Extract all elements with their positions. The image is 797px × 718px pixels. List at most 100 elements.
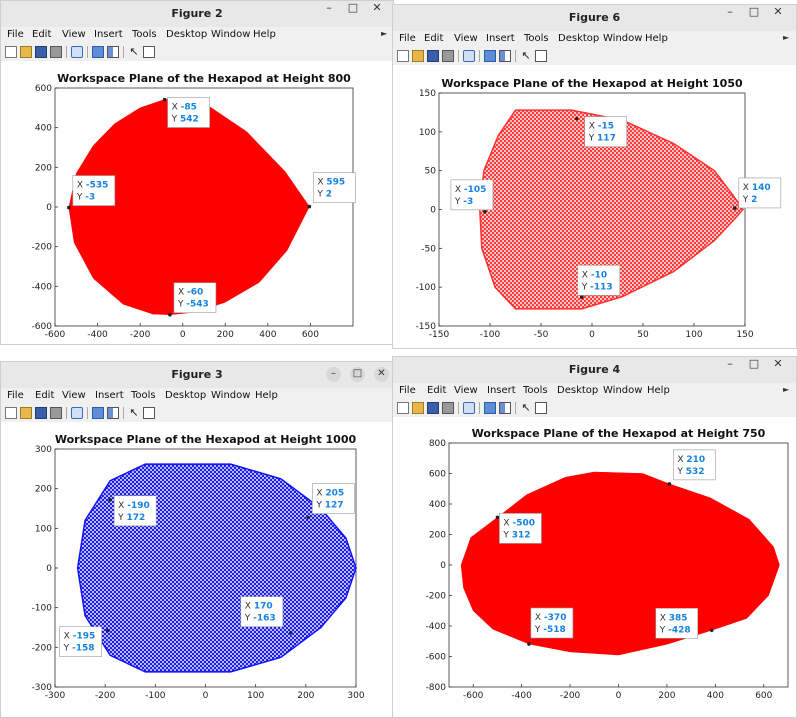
- maximize-button[interactable]: □: [347, 1, 359, 14]
- menu-file[interactable]: File: [7, 29, 24, 40]
- datatip-marker[interactable]: [580, 295, 584, 300]
- datatip[interactable]: X 205 Y 127: [306, 483, 355, 520]
- datatip-marker[interactable]: [527, 642, 531, 646]
- link-plot-icon[interactable]: [92, 407, 104, 419]
- menu-help[interactable]: Help: [253, 29, 276, 40]
- menu-file[interactable]: File: [7, 390, 24, 401]
- datatip-marker[interactable]: [307, 204, 312, 209]
- pointer-icon[interactable]: ↖: [129, 406, 139, 419]
- datatip[interactable]: X -85 Y 542: [162, 97, 210, 128]
- datatip[interactable]: X -10 Y -113: [577, 264, 621, 300]
- close-button[interactable]: ✕: [773, 357, 783, 370]
- menu-tools[interactable]: Tools: [132, 29, 157, 40]
- link-plot-icon[interactable]: [92, 46, 104, 58]
- legend-icon[interactable]: [535, 402, 547, 414]
- menu-tools[interactable]: Tools: [523, 385, 548, 396]
- menu-edit[interactable]: Edit: [32, 29, 52, 40]
- datatip[interactable]: X -500 Y 312: [495, 513, 542, 544]
- datatip[interactable]: X -195 Y -158: [59, 626, 110, 657]
- menu-tools[interactable]: Tools: [524, 33, 549, 44]
- datatip-marker[interactable]: [574, 116, 579, 121]
- pointer-icon[interactable]: ↖: [129, 45, 139, 58]
- maximize-button[interactable]: □: [350, 367, 365, 382]
- datatip-marker[interactable]: [709, 628, 714, 633]
- menu-view[interactable]: View: [454, 385, 478, 396]
- datatip[interactable]: X -105 Y -3: [450, 179, 494, 214]
- pointer-icon[interactable]: ↖: [521, 49, 531, 62]
- colorbar-icon[interactable]: [499, 50, 511, 62]
- new-figure-icon[interactable]: [397, 50, 409, 62]
- menu-help[interactable]: Help: [255, 390, 278, 401]
- datatip-marker[interactable]: [105, 628, 110, 633]
- zoom-icon[interactable]: [463, 402, 475, 414]
- close-button[interactable]: ✕: [773, 5, 783, 18]
- datatip[interactable]: X -190 Y 172: [108, 495, 157, 527]
- menu-expand-arrow-icon[interactable]: ►: [783, 385, 790, 394]
- datatip[interactable]: X 210 Y 532: [667, 449, 716, 486]
- menu-view[interactable]: View: [454, 33, 478, 44]
- menu-insert[interactable]: Insert: [486, 33, 515, 44]
- open-file-icon[interactable]: [412, 402, 424, 414]
- open-file-icon[interactable]: [20, 407, 32, 419]
- datatip[interactable]: X 385 Y -428: [655, 607, 714, 639]
- menu-view[interactable]: View: [62, 390, 86, 401]
- datatip-marker[interactable]: [483, 210, 487, 214]
- datatip[interactable]: X 595 Y 2: [307, 172, 356, 209]
- datatip-marker[interactable]: [495, 515, 500, 520]
- minimize-button[interactable]: –: [727, 357, 733, 370]
- datatip[interactable]: X -60 Y -543: [168, 282, 217, 317]
- menu-file[interactable]: File: [399, 385, 416, 396]
- close-button[interactable]: ✕: [374, 367, 389, 382]
- datatip[interactable]: X -15 Y 117: [574, 116, 627, 147]
- save-icon[interactable]: [35, 46, 47, 58]
- save-icon[interactable]: [427, 402, 439, 414]
- menu-expand-arrow-icon[interactable]: ►: [381, 29, 388, 38]
- link-plot-icon[interactable]: [484, 50, 496, 62]
- colorbar-icon[interactable]: [107, 407, 119, 419]
- menu-file[interactable]: File: [399, 33, 416, 44]
- menu-edit[interactable]: Edit: [427, 385, 447, 396]
- print-icon[interactable]: [442, 50, 454, 62]
- datatip-marker[interactable]: [67, 205, 71, 210]
- new-figure-icon[interactable]: [5, 407, 17, 419]
- pointer-icon[interactable]: ↖: [521, 401, 531, 414]
- print-icon[interactable]: [50, 407, 62, 419]
- save-icon[interactable]: [35, 407, 47, 419]
- datatip-marker[interactable]: [162, 97, 167, 102]
- menu-desktop[interactable]: Desktop: [558, 33, 600, 44]
- open-file-icon[interactable]: [412, 50, 424, 62]
- minimize-button[interactable]: –: [326, 1, 332, 14]
- zoom-icon[interactable]: [71, 46, 83, 58]
- new-figure-icon[interactable]: [5, 46, 17, 58]
- menu-edit[interactable]: Edit: [35, 390, 55, 401]
- menu-window[interactable]: Window: [211, 29, 251, 40]
- menu-insert[interactable]: Insert: [94, 29, 123, 40]
- colorbar-icon[interactable]: [499, 402, 511, 414]
- print-icon[interactable]: [442, 402, 454, 414]
- open-file-icon[interactable]: [20, 46, 32, 58]
- menu-tools[interactable]: Tools: [131, 390, 156, 401]
- menu-window[interactable]: Window: [211, 390, 251, 401]
- datatip-marker[interactable]: [108, 497, 112, 502]
- zoom-icon[interactable]: [463, 50, 475, 62]
- datatip[interactable]: X 170 Y -163: [240, 596, 293, 635]
- menu-help[interactable]: Help: [645, 33, 668, 44]
- legend-icon[interactable]: [143, 407, 155, 419]
- datatip[interactable]: X -535 Y -3: [67, 175, 116, 210]
- maximize-button[interactable]: □: [748, 357, 760, 370]
- menu-desktop[interactable]: Desktop: [166, 29, 208, 40]
- menu-desktop[interactable]: Desktop: [165, 390, 207, 401]
- legend-icon[interactable]: [143, 46, 155, 58]
- menu-window[interactable]: Window: [603, 385, 643, 396]
- datatip-marker[interactable]: [288, 630, 293, 635]
- datatip-marker[interactable]: [733, 206, 737, 210]
- menu-view[interactable]: View: [62, 29, 86, 40]
- menu-insert[interactable]: Insert: [95, 390, 124, 401]
- datatip[interactable]: X -370 Y -518: [527, 607, 574, 646]
- minimize-button[interactable]: –: [727, 5, 733, 18]
- save-icon[interactable]: [427, 50, 439, 62]
- colorbar-icon[interactable]: [107, 46, 119, 58]
- link-plot-icon[interactable]: [484, 402, 496, 414]
- menu-window[interactable]: Window: [603, 33, 643, 44]
- maximize-button[interactable]: □: [748, 5, 760, 18]
